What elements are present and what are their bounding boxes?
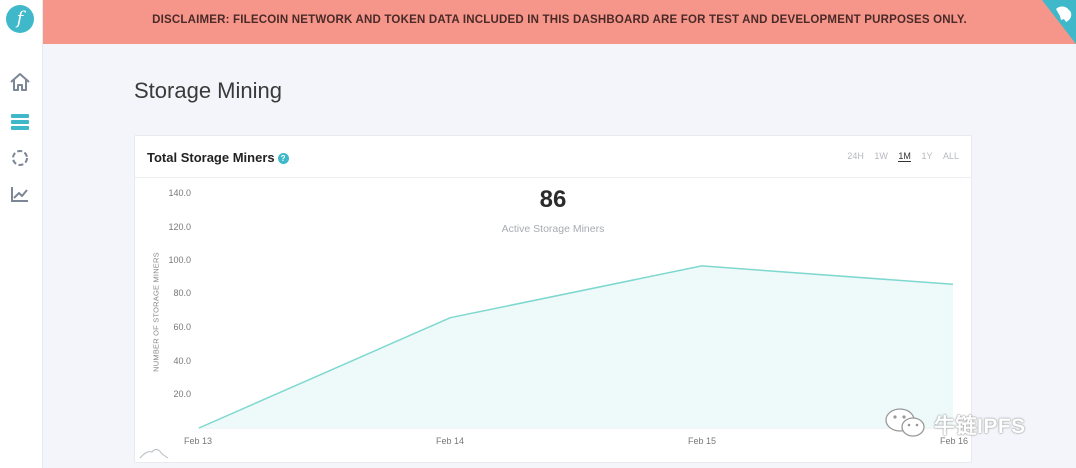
page-title: Storage Mining xyxy=(134,78,282,103)
card-header: Total Storage Miners? 24H 1W 1M 1Y ALL xyxy=(135,136,971,178)
x-tick-label: Feb 13 xyxy=(184,436,213,446)
x-tick-label: Feb 16 xyxy=(940,436,969,446)
trend-chart-icon[interactable] xyxy=(9,184,31,204)
y-tick-label: 80.0 xyxy=(173,288,191,298)
y-tick-label: 140.0 xyxy=(168,188,191,198)
github-corner-icon[interactable] xyxy=(1042,0,1076,44)
network-circle-icon[interactable] xyxy=(9,148,31,168)
range-tab-1w[interactable]: 1W xyxy=(874,151,888,161)
total-storage-miners-card: Total Storage Miners? 24H 1W 1M 1Y ALL xyxy=(134,135,972,463)
logo-glyph: f xyxy=(16,8,24,29)
active-miners-label: Active Storage Miners xyxy=(501,223,605,235)
y-tick-label: 20.0 xyxy=(173,389,191,399)
range-tab-24h[interactable]: 24H xyxy=(847,151,864,161)
range-tab-all[interactable]: ALL xyxy=(942,151,959,161)
time-range-tabs: 24H 1W 1M 1Y ALL xyxy=(839,151,959,162)
help-icon[interactable]: ? xyxy=(277,153,289,164)
x-tick-label: Feb 15 xyxy=(688,436,717,446)
sidebar: f xyxy=(0,0,43,468)
disclaimer-text: DISCLAIMER: FILECOIN NETWORK AND TOKEN D… xyxy=(152,14,967,26)
x-tick-label: Feb 14 xyxy=(436,436,465,446)
y-tick-label: 60.0 xyxy=(173,322,191,332)
card-title-text: Total Storage Miners xyxy=(147,150,275,165)
watermark: 牛链IPFS xyxy=(882,404,1052,440)
home-icon[interactable] xyxy=(9,72,31,92)
watermark-text: 牛链IPFS xyxy=(934,415,1026,438)
storage-server-icon[interactable] xyxy=(9,112,31,132)
disclaimer-banner: DISCLAIMER: FILECOIN NETWORK AND TOKEN D… xyxy=(43,0,1076,44)
range-tab-1m[interactable]: 1M xyxy=(898,151,911,162)
y-tick-label: 120.0 xyxy=(168,222,191,232)
y-tick-label: 100.0 xyxy=(168,255,191,265)
wechat-icon xyxy=(885,408,925,437)
y-axis-label: NUMBER OF STORAGE MINERS xyxy=(151,252,161,372)
card-title: Total Storage Miners? xyxy=(147,150,289,165)
active-miners-count: 86 xyxy=(539,186,567,213)
filecoin-logo[interactable]: f xyxy=(6,5,34,33)
range-tab-1y[interactable]: 1Y xyxy=(921,151,933,161)
y-tick-label: 40.0 xyxy=(173,356,191,366)
